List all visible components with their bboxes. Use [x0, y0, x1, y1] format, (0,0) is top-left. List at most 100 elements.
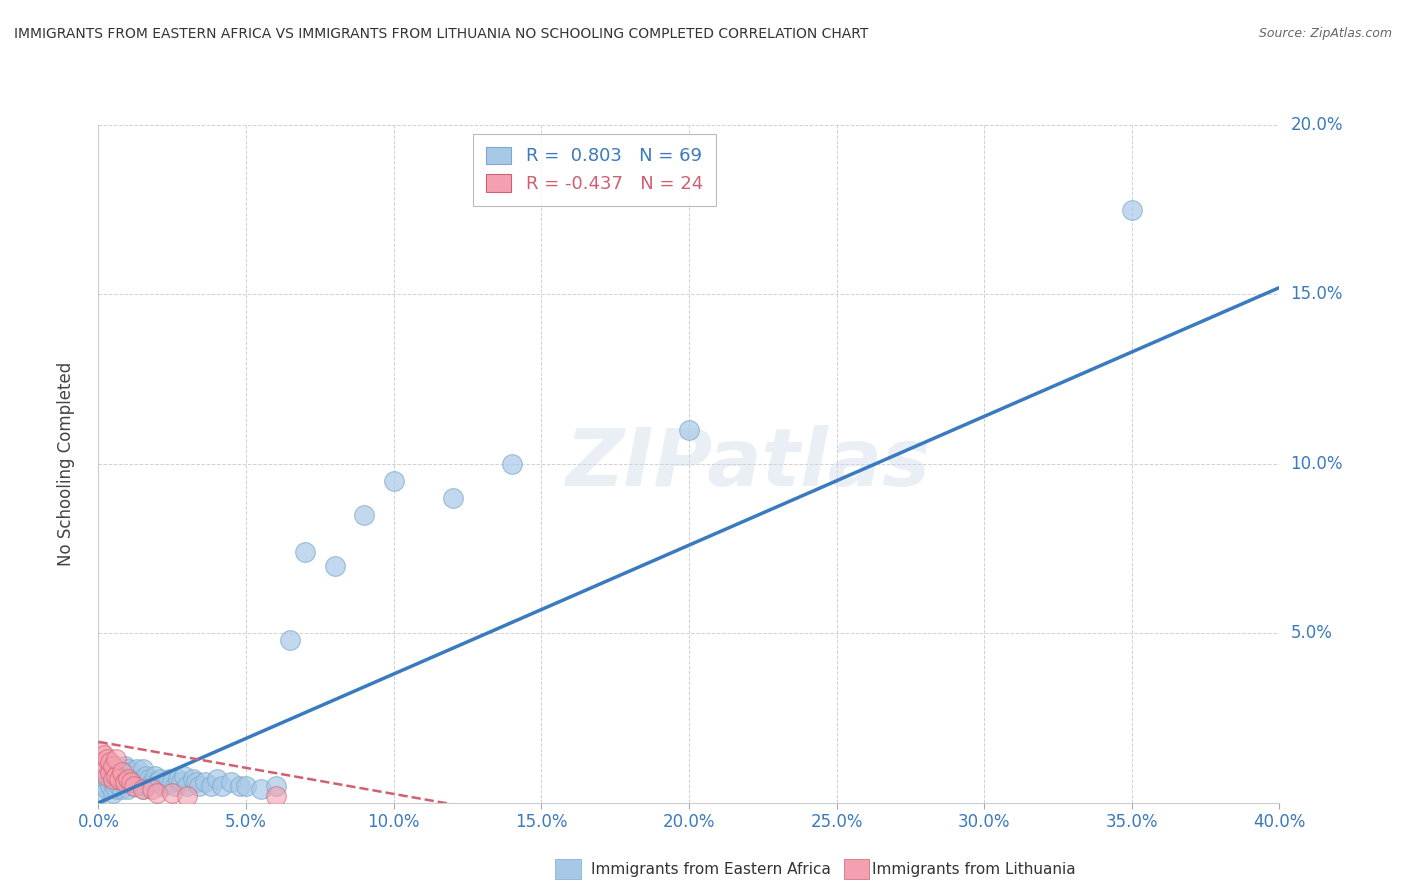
Point — [122, 769, 145, 783]
Point — [323, 558, 346, 573]
Point — [146, 786, 169, 800]
Point — [120, 775, 142, 789]
Point — [176, 779, 198, 793]
Point — [93, 748, 115, 763]
Point — [132, 772, 155, 786]
Point — [165, 779, 187, 793]
Point — [114, 779, 136, 793]
Point — [117, 772, 139, 786]
Point — [98, 755, 121, 769]
Text: Immigrants from Eastern Africa: Immigrants from Eastern Africa — [591, 863, 831, 877]
Point — [120, 775, 142, 789]
Point — [155, 775, 177, 789]
Point — [122, 779, 145, 793]
Point — [105, 782, 128, 797]
Point — [122, 779, 145, 793]
Point — [141, 775, 163, 789]
Point — [90, 745, 112, 759]
Point — [250, 782, 273, 797]
Point — [176, 789, 198, 803]
Point — [108, 779, 131, 793]
Point — [162, 775, 183, 789]
Point — [235, 779, 257, 793]
Y-axis label: No Schooling Completed: No Schooling Completed — [56, 362, 75, 566]
Point — [98, 779, 121, 793]
Point — [114, 775, 136, 789]
Point — [162, 786, 183, 800]
Text: 20.0%: 20.0% — [1291, 116, 1343, 134]
Point — [181, 772, 204, 786]
Point — [170, 775, 193, 789]
Point — [93, 779, 115, 793]
Point — [90, 755, 112, 769]
Point — [353, 508, 375, 522]
Text: Source: ZipAtlas.com: Source: ZipAtlas.com — [1258, 27, 1392, 40]
Point — [229, 779, 252, 793]
Point — [146, 775, 169, 789]
Point — [111, 782, 134, 797]
Point — [205, 772, 228, 786]
Point — [173, 769, 195, 783]
Point — [125, 775, 148, 789]
Point — [135, 779, 157, 793]
Point — [1121, 202, 1143, 217]
Point — [111, 765, 134, 780]
Point — [132, 782, 155, 797]
Point — [105, 762, 128, 776]
Point — [103, 765, 125, 780]
Point — [108, 769, 131, 783]
Point — [114, 758, 136, 772]
Text: ZIPatlas: ZIPatlas — [565, 425, 931, 503]
Point — [125, 762, 148, 776]
Text: 5.0%: 5.0% — [1291, 624, 1333, 642]
Point — [93, 762, 115, 776]
Point — [678, 423, 700, 437]
Point — [501, 457, 523, 471]
Point — [105, 752, 128, 766]
Point — [117, 782, 139, 797]
Point — [211, 779, 233, 793]
Text: 15.0%: 15.0% — [1291, 285, 1343, 303]
Point — [120, 765, 142, 780]
Point — [96, 782, 118, 797]
Text: IMMIGRANTS FROM EASTERN AFRICA VS IMMIGRANTS FROM LITHUANIA NO SCHOOLING COMPLET: IMMIGRANTS FROM EASTERN AFRICA VS IMMIGR… — [14, 27, 869, 41]
Point — [96, 769, 118, 783]
Point — [96, 772, 118, 786]
Point — [149, 772, 172, 786]
Point — [114, 769, 136, 783]
Point — [157, 772, 180, 786]
Point — [105, 769, 128, 783]
Legend: R =  0.803   N = 69, R = -0.437   N = 24: R = 0.803 N = 69, R = -0.437 N = 24 — [474, 134, 716, 206]
Point — [90, 786, 112, 800]
Point — [219, 775, 242, 789]
Point — [278, 633, 302, 648]
Point — [103, 772, 125, 786]
Text: Immigrants from Lithuania: Immigrants from Lithuania — [872, 863, 1076, 877]
Point — [264, 789, 287, 803]
Point — [143, 769, 166, 783]
Point — [117, 772, 139, 786]
Point — [184, 775, 207, 789]
Point — [138, 772, 160, 786]
Point — [128, 772, 150, 786]
Point — [105, 772, 128, 786]
Point — [135, 769, 157, 783]
Text: 10.0%: 10.0% — [1291, 455, 1343, 473]
Point — [111, 772, 134, 786]
Point — [98, 769, 121, 783]
Point — [167, 772, 190, 786]
Point — [441, 491, 464, 505]
Point — [187, 779, 209, 793]
Point — [141, 782, 163, 797]
Point — [96, 752, 118, 766]
Point — [264, 779, 287, 793]
Point — [103, 758, 125, 772]
Point — [294, 545, 316, 559]
Point — [98, 765, 121, 780]
Point — [132, 782, 155, 797]
Point — [132, 762, 155, 776]
Point — [194, 775, 217, 789]
Point — [103, 775, 125, 789]
Point — [117, 762, 139, 776]
Point — [152, 779, 174, 793]
